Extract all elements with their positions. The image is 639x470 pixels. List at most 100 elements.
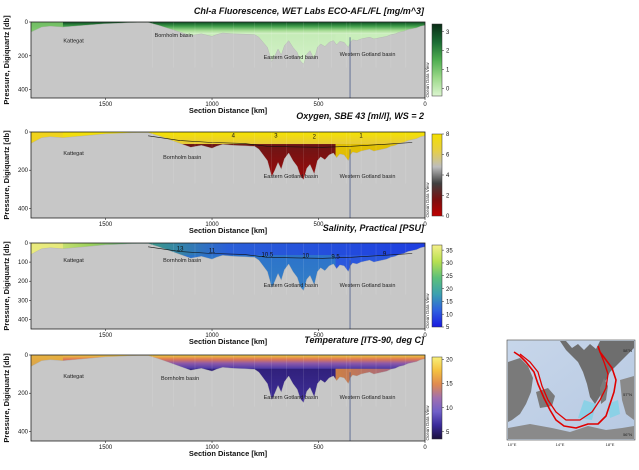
basin-label: Western Gotland basin xyxy=(340,283,396,289)
colorbar-tick-label: 15 xyxy=(446,300,453,306)
basin-label: Eastern Gotland basin xyxy=(264,174,318,180)
colorbar-tick-label: 0 xyxy=(446,214,450,220)
map-land-germany xyxy=(508,424,634,439)
colorbar-tick-label: 2 xyxy=(446,194,450,200)
map-lon-label: 10°E xyxy=(508,442,517,447)
x-tick-label: 1500 xyxy=(99,102,113,108)
colorbar-tick-label: 2 xyxy=(446,49,450,55)
isoline xyxy=(148,135,413,148)
x-tick-label: 1500 xyxy=(99,445,113,451)
y-tick-label: 300 xyxy=(18,298,29,304)
y-tick-label: 200 xyxy=(18,279,29,285)
section-field: 4 3 2 1 xyxy=(31,132,425,218)
basin-label: Western Gotland basin xyxy=(340,52,396,58)
basin-label: Eastern Gotland basin xyxy=(264,395,318,401)
y-axis-label: Pressure, Digiquartz [db] xyxy=(2,130,11,220)
x-tick-label: 500 xyxy=(314,102,325,108)
y-tick-label: 400 xyxy=(18,88,29,94)
map-lon-label: 14°E xyxy=(556,442,565,447)
salinity-panel: Salinity, Practical [PSU] 13 11 10.5 10 9.5 9 K… xyxy=(2,223,453,346)
odv-watermark: Ocean Data View xyxy=(425,182,430,218)
y-tick-label: 200 xyxy=(18,391,29,397)
x-tick-label: 0 xyxy=(423,445,427,451)
plot-frame xyxy=(30,242,426,330)
section-field xyxy=(31,22,425,98)
x-tick-label: 1000 xyxy=(205,333,219,339)
chl-panel: Chl-a Fluorescence, WET Labs ECO-AFL/FL … xyxy=(2,6,450,115)
odv-watermark: Ocean Data View xyxy=(425,293,430,329)
contour-label: 2 xyxy=(313,135,317,141)
x-axis-label: Section Distance [km] xyxy=(189,106,268,115)
colorbar-tick-label: 10 xyxy=(446,312,453,318)
y-axis-label: Pressure, Digiquartz [db] xyxy=(2,15,11,105)
colorbar-tick-label: 4 xyxy=(446,173,450,179)
colorbar-tick-label: 8 xyxy=(446,132,450,138)
y-tick-label: 0 xyxy=(25,20,29,26)
colorbar-tick-label: 20 xyxy=(446,358,453,364)
contour-label: 4 xyxy=(232,134,236,140)
y-tick-label: 200 xyxy=(18,168,29,174)
colorbar-tick-label: 30 xyxy=(446,261,453,267)
plot-frame xyxy=(30,354,426,442)
basin-label: Eastern Gotland basin xyxy=(264,55,318,61)
x-tick-label: 1500 xyxy=(99,222,113,228)
plot-frame xyxy=(30,21,426,99)
y-tick-label: 400 xyxy=(18,429,29,435)
y-tick-label: 200 xyxy=(18,54,29,60)
basin-label: Kattegat xyxy=(63,374,84,380)
map-land-denmark xyxy=(508,358,533,422)
map-lat-label: 57°N xyxy=(623,392,632,397)
seabed xyxy=(31,355,425,441)
map-track-return xyxy=(519,351,609,421)
colorbar xyxy=(431,23,443,97)
station-map: 58°N 57°N 56°N 10°E 14°E 18°E xyxy=(506,339,636,447)
colorbar-tick-label: 25 xyxy=(446,274,453,280)
y-axis-label: Pressure, Digiquartz [db] xyxy=(2,353,11,443)
contour-label: 10.5 xyxy=(262,252,274,258)
map-lat-label: 58°N xyxy=(623,348,632,353)
x-tick-label: 0 xyxy=(423,333,427,339)
contour-label: 9 xyxy=(383,251,387,257)
colorbar xyxy=(431,244,443,328)
colorbar-tick-label: 35 xyxy=(446,248,453,254)
x-tick-label: 1500 xyxy=(99,333,113,339)
contour-label: 10 xyxy=(302,253,309,259)
map-land-east xyxy=(620,376,634,420)
seabed xyxy=(31,22,425,98)
x-tick-label: 1000 xyxy=(205,102,219,108)
panel-title: Salinity, Practical [PSU] xyxy=(323,223,425,233)
colorbar-tick-label: 1 xyxy=(446,68,450,74)
panel-title: Temperature [ITS-90, deg C] xyxy=(304,335,425,345)
basin-label: Bornholm basin xyxy=(155,33,193,39)
basin-label: Western Gotland basin xyxy=(340,174,396,180)
seabed xyxy=(31,132,425,218)
contour-label: 1 xyxy=(359,134,363,140)
x-tick-label: 0 xyxy=(423,102,427,108)
y-tick-label: 100 xyxy=(18,260,29,266)
section-field: 13 11 10.5 10 9.5 9 xyxy=(31,243,425,329)
map-track xyxy=(513,345,617,429)
section-field xyxy=(31,355,425,441)
basin-label: Western Gotland basin xyxy=(340,395,396,401)
basin-label: Kattegat xyxy=(63,258,84,264)
basin-label: Bornholm basin xyxy=(163,155,201,161)
x-tick-label: 1000 xyxy=(205,445,219,451)
basin-label: Eastern Gotland basin xyxy=(264,283,318,289)
basin-label: Kattegat xyxy=(63,151,84,157)
x-tick-label: 500 xyxy=(314,333,325,339)
colorbar-tick-label: 3 xyxy=(446,30,450,36)
y-tick-label: 0 xyxy=(25,353,29,359)
x-axis-label: Section Distance [km] xyxy=(189,337,268,346)
contour-label: 13 xyxy=(177,247,184,253)
contour-label: 9.5 xyxy=(331,254,340,260)
basin-label: Bornholm basin xyxy=(163,258,201,264)
colorbar xyxy=(431,356,443,440)
plot-frame xyxy=(30,131,426,219)
x-tick-label: 1000 xyxy=(205,222,219,228)
panel-title: Chl-a Fluorescence, WET Labs ECO-AFL/FL … xyxy=(194,6,425,16)
temperature-panel: Temperature [ITS-90, deg C] Kattegat Bornh… xyxy=(2,335,453,458)
colorbar-tick-label: 0 xyxy=(446,87,450,93)
isoline xyxy=(148,246,413,259)
map-lat-label: 56°N xyxy=(623,432,632,437)
